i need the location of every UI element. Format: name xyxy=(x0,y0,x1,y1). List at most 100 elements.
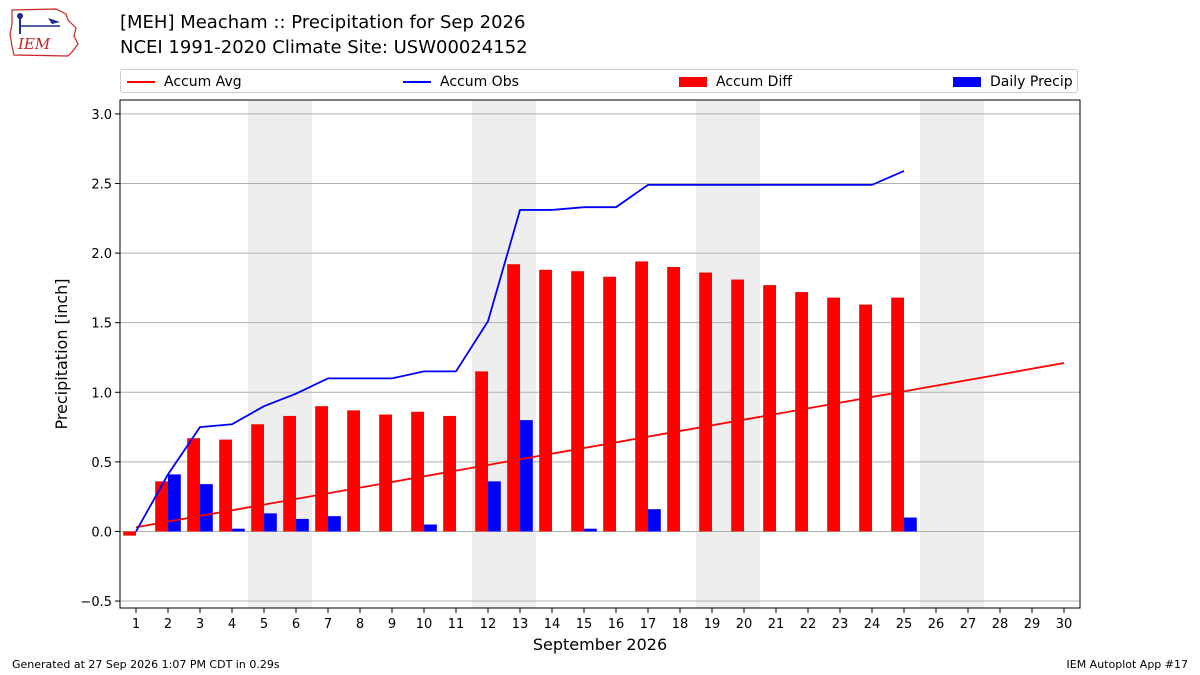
bar-accum-diff-13 xyxy=(507,264,520,532)
x-tick-label-15: 15 xyxy=(576,617,593,632)
bar-daily-precip-2 xyxy=(168,474,181,532)
bar-accum-diff-3 xyxy=(187,438,200,532)
bar-accum-diff-15 xyxy=(571,271,584,532)
bar-daily-precip-5 xyxy=(264,513,277,532)
legend-swatch-accum-avg xyxy=(127,81,155,83)
x-tick-label-18: 18 xyxy=(672,617,689,632)
bar-accum-diff-22 xyxy=(795,292,808,532)
weekend-band-2 xyxy=(696,100,760,608)
plot-frame xyxy=(119,99,1081,609)
x-tick-label-27: 27 xyxy=(960,617,977,632)
bar-accum-diff-6 xyxy=(283,415,296,532)
x-tick-label-28: 28 xyxy=(992,617,1009,632)
x-tick-label-8: 8 xyxy=(356,617,364,632)
bar-accum-diff-4 xyxy=(219,439,232,532)
x-tick-label-22: 22 xyxy=(800,617,817,632)
x-tick-label-20: 20 xyxy=(736,617,753,632)
x-tick-label-23: 23 xyxy=(832,617,849,632)
x-tick-label-9: 9 xyxy=(388,617,396,632)
bar-series xyxy=(123,261,917,536)
legend-swatch-accum-diff xyxy=(679,77,707,87)
weekend-band-1 xyxy=(472,100,536,608)
y-tick-label-7: 3.0 xyxy=(91,108,112,123)
x-tick-label-25: 25 xyxy=(896,617,913,632)
bar-daily-precip-10 xyxy=(424,524,437,532)
bar-daily-precip-4 xyxy=(232,528,245,532)
x-axis-ticks: 1 2 3 4 5 6 7 8 9 10 11 12 13 14 15 16 17 18 19 20 21 22 23 24 2… xyxy=(132,608,1072,632)
y-tick-label-6: 2.5 xyxy=(91,178,112,193)
x-tick-label-11: 11 xyxy=(448,617,465,632)
bar-accum-diff-21 xyxy=(763,285,776,532)
x-tick-label-3: 3 xyxy=(196,617,204,632)
y-tick-label-2: 0.5 xyxy=(91,456,112,471)
legend-item-daily-precip: Daily Precip xyxy=(953,73,1073,91)
bar-accum-diff-7 xyxy=(315,406,328,532)
legend-label-accum-obs: Accum Obs xyxy=(440,74,519,90)
x-tick-label-4: 4 xyxy=(228,617,236,632)
x-tick-label-13: 13 xyxy=(512,617,529,632)
line-accum-obs xyxy=(135,170,905,532)
x-tick-label-5: 5 xyxy=(260,617,268,632)
chart-legend: Accum Avg Accum Obs Accum Diff Daily Pre… xyxy=(120,69,1078,93)
weekend-band-3 xyxy=(920,100,984,608)
legend-label-accum-diff: Accum Diff xyxy=(716,74,793,90)
generated-timestamp: Generated at 27 Sep 2026 1:07 PM CDT in … xyxy=(12,658,280,671)
bar-accum-diff-24 xyxy=(859,304,872,532)
legend-item-accum-obs: Accum Obs xyxy=(403,73,519,91)
legend-swatch-accum-obs xyxy=(403,81,431,83)
x-tick-label-17: 17 xyxy=(640,617,657,632)
bar-daily-precip-3 xyxy=(200,484,213,532)
y-tick-label-1: 0.0 xyxy=(91,525,112,540)
chart-title: [MEH] Meacham :: Precipitation for Sep 2… xyxy=(120,12,526,33)
bar-accum-diff-23 xyxy=(827,297,840,532)
chart-subtitle: NCEI 1991-2020 Climate Site: USW00024152 xyxy=(120,37,528,58)
y-tick-label-0: −0.5 xyxy=(80,595,112,610)
iem-logo: IEM xyxy=(9,8,79,57)
x-tick-label-12: 12 xyxy=(480,617,497,632)
bar-accum-diff-17 xyxy=(635,261,648,532)
line-accum-avg xyxy=(135,362,1065,529)
y-axis-ticks: −0.5 0.0 0.5 1.0 1.5 2.0 2.5 3.0 xyxy=(80,108,120,610)
x-tick-label-26: 26 xyxy=(928,617,945,632)
x-tick-label-2: 2 xyxy=(164,617,172,632)
y-axis-label: Precipitation [inch] xyxy=(52,278,71,429)
x-tick-label-24: 24 xyxy=(864,617,881,632)
bar-daily-precip-15 xyxy=(584,528,597,532)
x-tick-label-14: 14 xyxy=(544,617,561,632)
legend-item-accum-avg: Accum Avg xyxy=(127,73,242,91)
x-tick-label-1: 1 xyxy=(132,617,140,632)
bar-accum-diff-1 xyxy=(123,531,136,536)
bar-daily-precip-17 xyxy=(648,509,661,532)
bar-accum-diff-8 xyxy=(347,410,360,532)
bar-accum-diff-10 xyxy=(411,411,424,532)
bar-accum-diff-25 xyxy=(891,297,904,532)
app-credit: IEM Autoplot App #17 xyxy=(1066,658,1189,671)
y-tick-label-5: 2.0 xyxy=(91,247,112,262)
x-tick-label-16: 16 xyxy=(608,617,625,632)
bar-daily-precip-7 xyxy=(328,516,341,532)
legend-item-accum-diff: Accum Diff xyxy=(679,73,792,91)
bar-accum-diff-16 xyxy=(603,276,616,532)
bar-daily-precip-25 xyxy=(904,517,917,532)
bar-accum-diff-19 xyxy=(699,272,712,532)
bar-accum-diff-14 xyxy=(539,269,552,532)
x-tick-label-6: 6 xyxy=(292,617,300,632)
y-gridlines xyxy=(120,113,1080,602)
bar-daily-precip-6 xyxy=(296,518,309,532)
y-tick-label-3: 1.0 xyxy=(91,386,112,401)
x-tick-label-30: 30 xyxy=(1056,617,1073,632)
bar-accum-diff-12 xyxy=(475,371,488,532)
legend-label-accum-avg: Accum Avg xyxy=(164,74,242,90)
x-tick-label-21: 21 xyxy=(768,617,785,632)
line-series xyxy=(135,170,1065,532)
bar-accum-diff-20 xyxy=(731,279,744,532)
bar-accum-diff-2 xyxy=(155,481,168,532)
svg-text:IEM: IEM xyxy=(17,35,51,53)
x-tick-label-29: 29 xyxy=(1024,617,1041,632)
x-tick-label-10: 10 xyxy=(416,617,433,632)
y-tick-label-4: 1.5 xyxy=(91,317,112,332)
x-axis-label: September 2026 xyxy=(533,635,667,654)
bar-accum-diff-11 xyxy=(443,415,456,532)
x-tick-label-19: 19 xyxy=(704,617,721,632)
